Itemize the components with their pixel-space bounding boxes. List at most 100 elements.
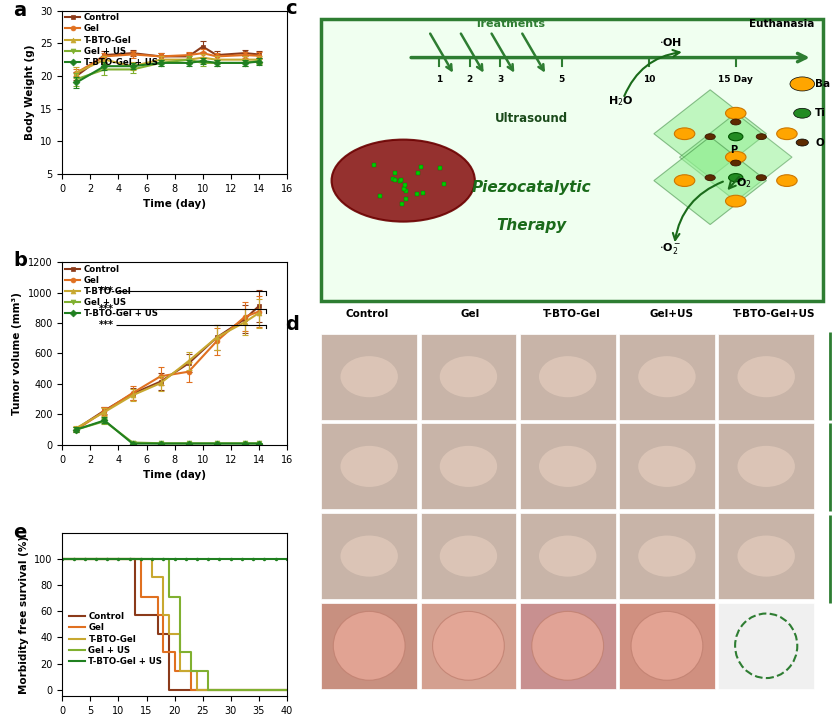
Legend: Control, Gel, T-BTO-Gel, Gel + US, T-BTO-Gel + US: Control, Gel, T-BTO-Gel, Gel + US, T-BTO… [69, 612, 162, 666]
Circle shape [730, 160, 740, 166]
Circle shape [756, 175, 766, 181]
FancyBboxPatch shape [321, 333, 417, 420]
Ellipse shape [334, 611, 405, 680]
Polygon shape [680, 114, 792, 201]
Circle shape [539, 536, 597, 577]
Circle shape [730, 119, 740, 125]
Circle shape [737, 536, 795, 577]
Circle shape [737, 356, 795, 397]
Circle shape [638, 356, 696, 397]
FancyBboxPatch shape [718, 513, 814, 599]
FancyBboxPatch shape [421, 603, 517, 689]
Text: Control: Control [346, 309, 389, 319]
X-axis label: Time (day): Time (day) [143, 470, 206, 480]
Text: H$_2$O: H$_2$O [608, 94, 633, 109]
Circle shape [790, 77, 815, 91]
Text: O$_2$: O$_2$ [735, 176, 751, 190]
Text: T-BTO-Gel: T-BTO-Gel [543, 309, 601, 319]
FancyBboxPatch shape [718, 423, 814, 509]
FancyBboxPatch shape [619, 603, 715, 689]
Circle shape [794, 109, 811, 118]
FancyBboxPatch shape [421, 333, 517, 420]
Text: Treatments: Treatments [475, 19, 546, 29]
Circle shape [729, 133, 743, 141]
Ellipse shape [433, 611, 504, 680]
Text: O: O [815, 138, 824, 148]
Text: 15 Day: 15 Day [718, 75, 753, 84]
Circle shape [340, 356, 398, 397]
Text: Gel+US: Gel+US [650, 309, 694, 319]
Text: T-BTO-Gel+US: T-BTO-Gel+US [733, 309, 815, 319]
Circle shape [340, 536, 398, 577]
Text: ***: *** [99, 319, 114, 329]
Circle shape [675, 128, 695, 140]
FancyBboxPatch shape [321, 603, 417, 689]
Ellipse shape [631, 611, 703, 680]
Circle shape [340, 446, 398, 487]
Circle shape [539, 356, 597, 397]
Text: Gel: Gel [460, 309, 479, 319]
FancyBboxPatch shape [321, 423, 417, 509]
Y-axis label: Morbidity free survival (%): Morbidity free survival (%) [19, 536, 29, 693]
Circle shape [638, 446, 696, 487]
Circle shape [729, 174, 743, 182]
Circle shape [726, 107, 746, 119]
FancyBboxPatch shape [520, 513, 616, 599]
Text: P: P [730, 145, 737, 155]
Circle shape [777, 175, 797, 186]
FancyBboxPatch shape [520, 603, 616, 689]
Text: Therapy: Therapy [496, 218, 567, 233]
Circle shape [440, 446, 498, 487]
Text: a: a [13, 1, 26, 20]
Text: b: b [13, 251, 27, 270]
Text: Ti: Ti [815, 109, 826, 119]
FancyBboxPatch shape [718, 333, 814, 420]
Text: ***: *** [99, 286, 114, 296]
FancyBboxPatch shape [421, 423, 517, 509]
Text: Ultrasound: Ultrasound [494, 112, 567, 125]
Circle shape [756, 134, 766, 140]
Circle shape [705, 134, 716, 140]
Text: ***: *** [99, 304, 114, 314]
FancyBboxPatch shape [619, 333, 715, 420]
Polygon shape [654, 136, 766, 224]
FancyBboxPatch shape [321, 19, 823, 301]
FancyBboxPatch shape [619, 423, 715, 509]
Circle shape [726, 151, 746, 163]
Circle shape [638, 536, 696, 577]
FancyBboxPatch shape [520, 333, 616, 420]
FancyBboxPatch shape [421, 513, 517, 599]
FancyBboxPatch shape [520, 423, 616, 509]
Polygon shape [654, 90, 766, 178]
Circle shape [796, 139, 809, 146]
Text: $\cdot$O$_2^-$: $\cdot$O$_2^-$ [659, 241, 681, 256]
Y-axis label: Tumor volume (mm³): Tumor volume (mm³) [12, 292, 22, 415]
Text: 10: 10 [642, 75, 655, 84]
Circle shape [705, 175, 716, 181]
Circle shape [675, 175, 695, 186]
Text: Euthanasia: Euthanasia [749, 19, 815, 29]
Ellipse shape [532, 611, 603, 680]
Text: Piezocatalytic: Piezocatalytic [471, 181, 591, 196]
Text: 3: 3 [498, 75, 503, 84]
Text: 2: 2 [467, 75, 473, 84]
Circle shape [726, 195, 746, 207]
Circle shape [539, 446, 597, 487]
Y-axis label: Body Weight (g): Body Weight (g) [25, 44, 35, 140]
Legend: Control, Gel, T-BTO-Gel, Gel + US, T-BTO-Gel + US: Control, Gel, T-BTO-Gel, Gel + US, T-BTO… [65, 14, 158, 67]
Text: c: c [285, 0, 297, 18]
Circle shape [440, 536, 498, 577]
X-axis label: Time (day): Time (day) [143, 199, 206, 209]
Circle shape [777, 128, 797, 140]
Text: $\cdot$OH: $\cdot$OH [659, 36, 682, 48]
Circle shape [737, 446, 795, 487]
Text: 5: 5 [558, 75, 565, 84]
Text: Ba: Ba [815, 79, 830, 89]
FancyBboxPatch shape [619, 513, 715, 599]
Text: e: e [13, 523, 27, 542]
Circle shape [332, 140, 475, 221]
FancyBboxPatch shape [718, 603, 814, 689]
Circle shape [440, 356, 498, 397]
Legend: Control, Gel, T-BTO-Gel, Gel + US, T-BTO-Gel + US: Control, Gel, T-BTO-Gel, Gel + US, T-BTO… [65, 265, 158, 318]
Text: d: d [285, 316, 300, 334]
